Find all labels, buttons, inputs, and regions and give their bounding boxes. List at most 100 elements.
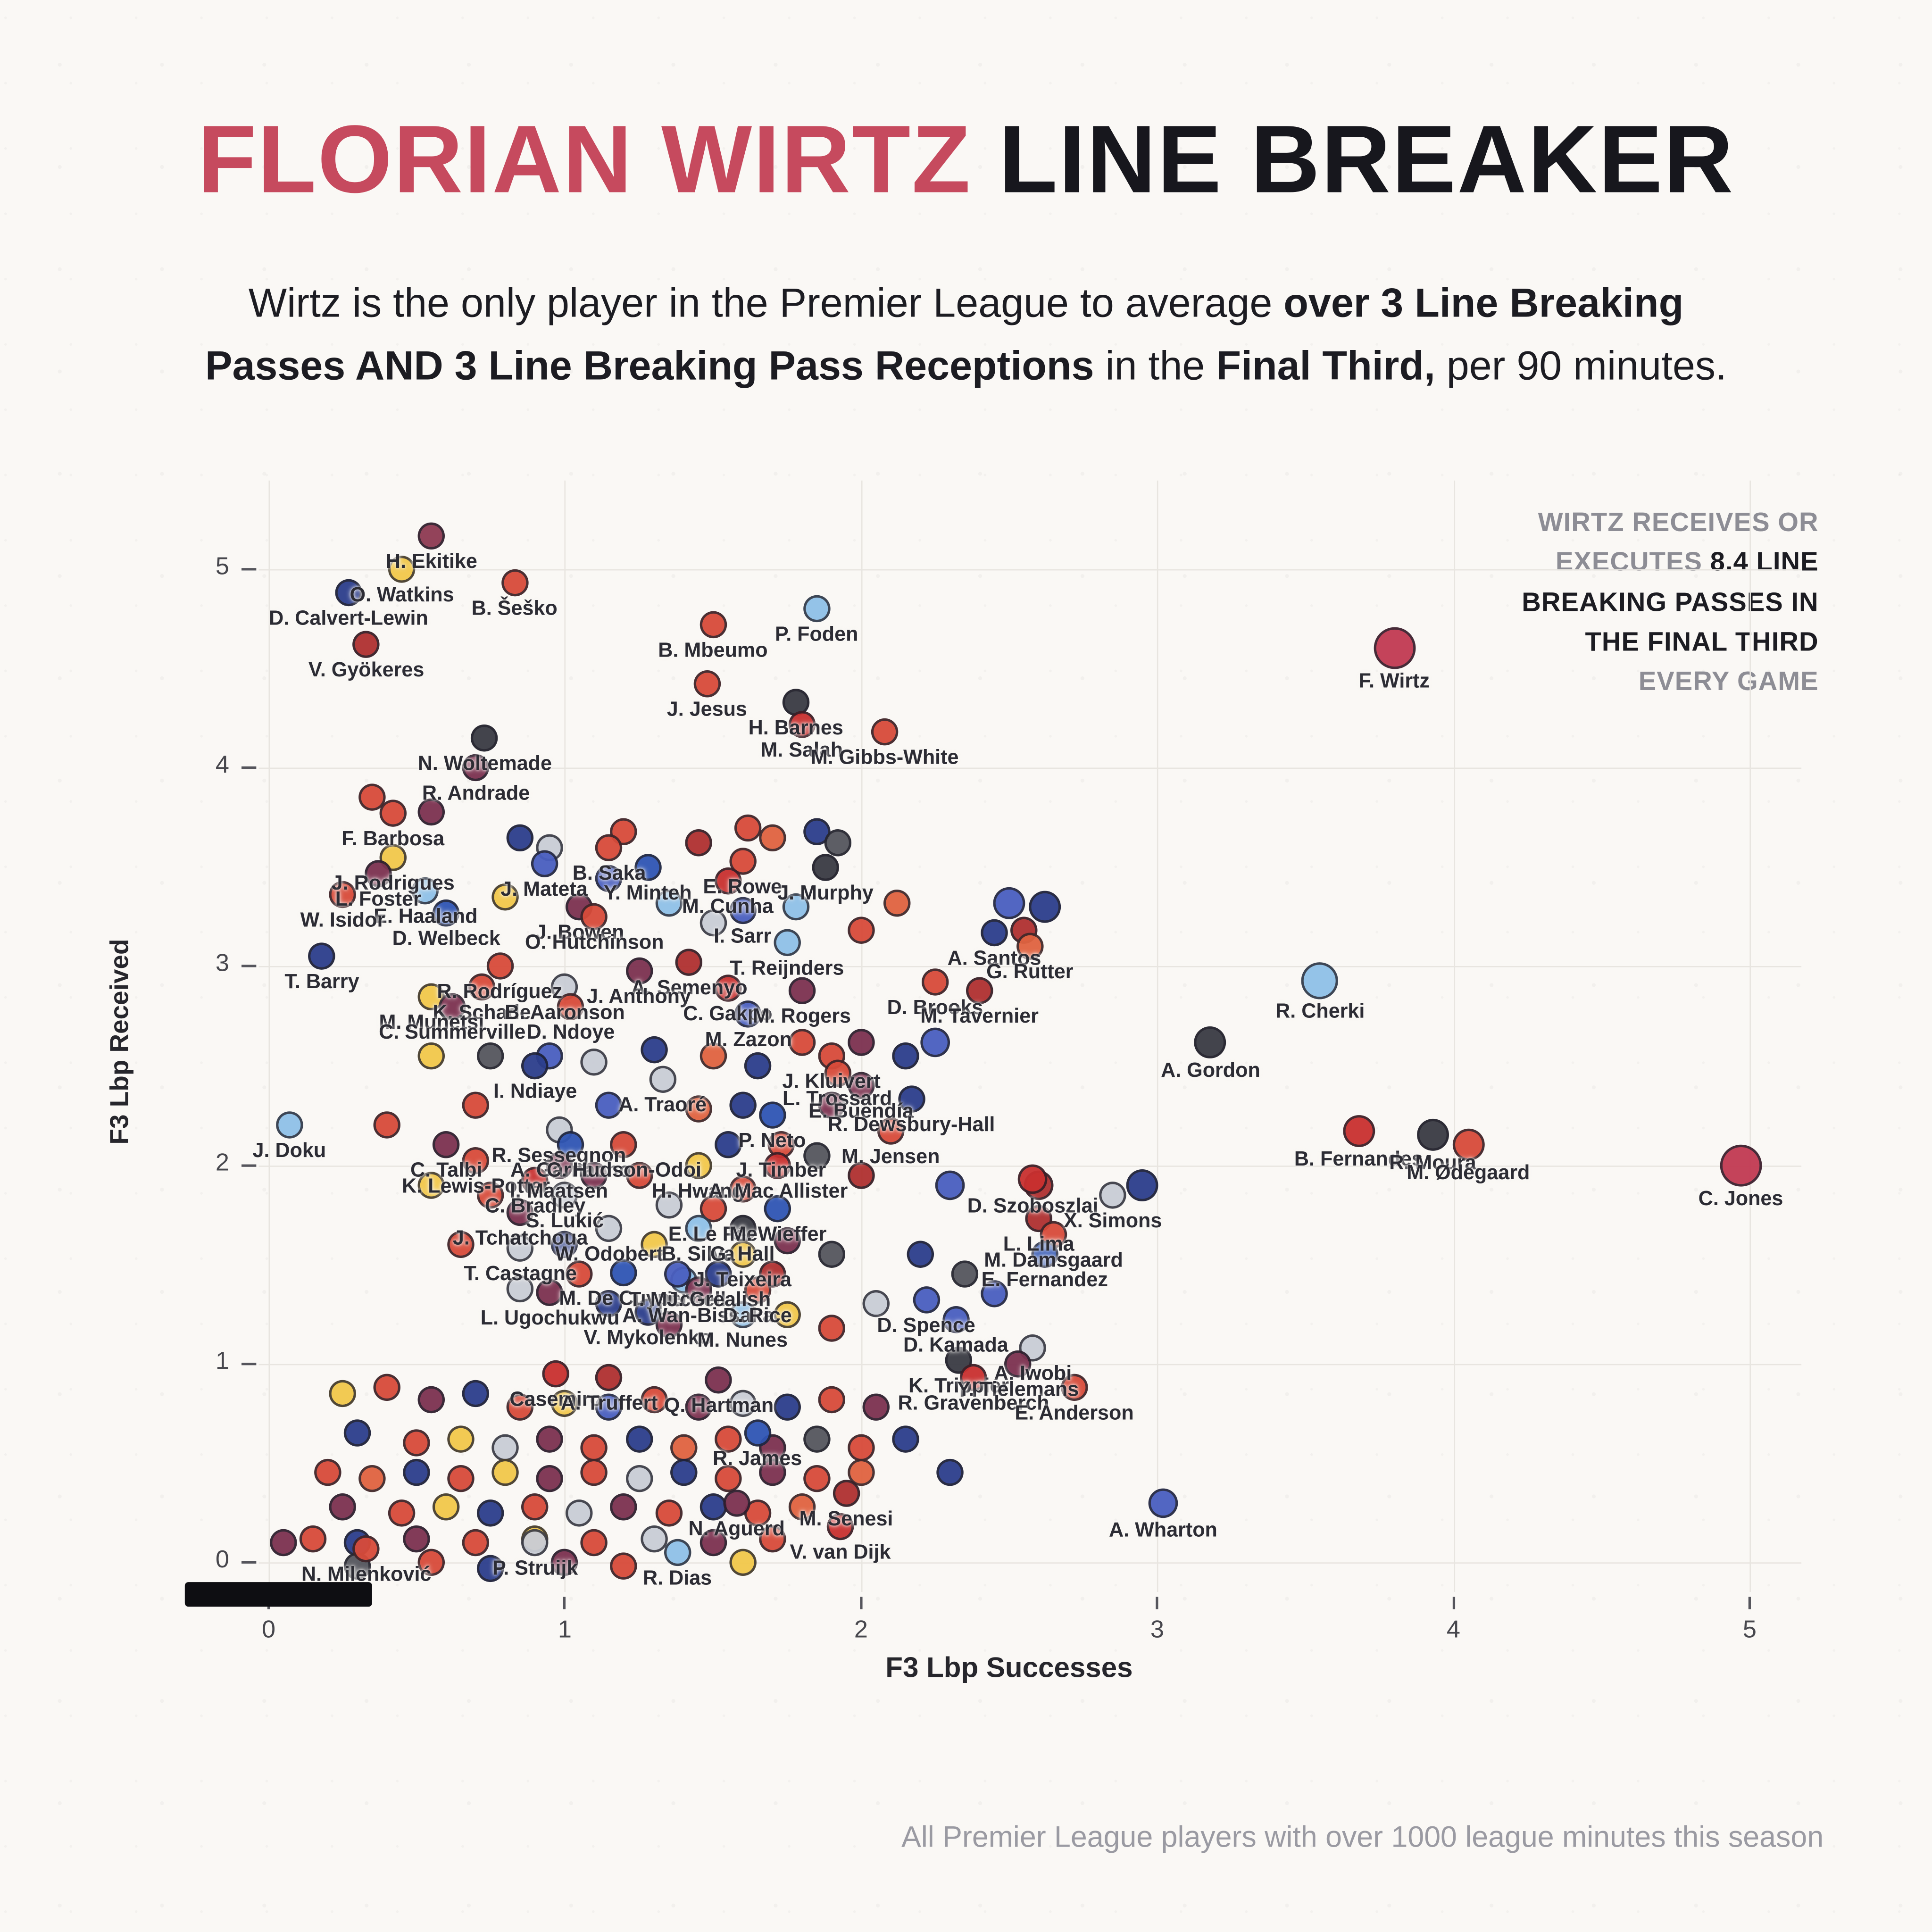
- y-tick-mark: [241, 1362, 257, 1365]
- player-point: [625, 957, 653, 984]
- scatter-dot: [344, 1419, 371, 1447]
- player-label: J. Anthony: [586, 985, 691, 1008]
- scatter-dot: [640, 1036, 667, 1064]
- player-label: X. Simons: [1063, 1209, 1162, 1232]
- scatter-dot: [803, 1465, 830, 1493]
- scatter-dot: [803, 1141, 830, 1169]
- player-point: [871, 718, 899, 746]
- scatter-dot: [521, 1493, 549, 1521]
- player-point: [557, 992, 584, 1020]
- player-label: A. Mac Allister: [708, 1180, 848, 1202]
- scatter-dot: [817, 1314, 845, 1342]
- player-label: R. James: [712, 1448, 802, 1470]
- y-tick-label: 2: [215, 1149, 229, 1176]
- x-gridline: [1157, 480, 1158, 1592]
- player-label: M. Munetsi: [379, 1011, 484, 1033]
- x-tick-label: 5: [1742, 1616, 1757, 1644]
- y-tick-label: 5: [215, 553, 229, 581]
- y-tick-mark: [241, 568, 257, 571]
- player-label: T. Barry: [284, 971, 359, 994]
- player-point: [824, 1060, 851, 1088]
- scatter-dot: [729, 1390, 756, 1417]
- player-point: [743, 1276, 771, 1304]
- player-point: [1194, 1026, 1227, 1058]
- player-label: J. Jesus: [666, 699, 747, 722]
- scatter-dot: [447, 1231, 475, 1258]
- brand-bar: [184, 1582, 372, 1607]
- player-label: R. Dias: [643, 1567, 712, 1590]
- player-label: P. Neto: [738, 1130, 806, 1153]
- player-label: L. Ugochukwu: [480, 1307, 620, 1329]
- scatter-dot: [735, 814, 762, 841]
- player-point: [521, 1529, 549, 1556]
- scatter-dot: [993, 887, 1025, 919]
- player-label: R. Cherki: [1275, 1000, 1365, 1023]
- y-tick-label: 4: [215, 751, 229, 779]
- scatter-dot: [758, 824, 786, 851]
- scatter-dot: [758, 1525, 786, 1552]
- scatter-dot: [684, 830, 712, 857]
- player-point: [595, 1364, 623, 1391]
- scatter-dot: [447, 1425, 475, 1453]
- scatter-dot: [447, 1465, 475, 1493]
- scatter-dot: [640, 1525, 667, 1552]
- x-tick-mark: [563, 1597, 566, 1609]
- text-segment: in the: [1094, 342, 1216, 389]
- y-tick-mark: [241, 1561, 257, 1564]
- player-label: D. Welbeck: [392, 927, 500, 950]
- player-label: M. Jensen: [841, 1146, 940, 1168]
- player-label: J. Kluivert: [782, 1070, 881, 1093]
- player-label: Y. Tielemans: [957, 1378, 1079, 1401]
- player-label: L. Foster: [335, 888, 421, 910]
- scatter-dot: [462, 1380, 490, 1407]
- player-point: [966, 976, 993, 1004]
- player-label: J. Murphy: [777, 882, 874, 904]
- player-label: T. Castagne: [464, 1263, 577, 1286]
- scatter-dot: [714, 1132, 741, 1159]
- player-label: H. Barnes: [748, 717, 843, 740]
- scatter-dot: [373, 1374, 401, 1401]
- y-tick-label: 1: [215, 1348, 229, 1375]
- player-label: M. Ødegaard: [1407, 1162, 1530, 1185]
- player-label: K. Lewis-Potter: [402, 1176, 550, 1199]
- scatter-dot: [817, 1092, 845, 1119]
- scatter-dot: [640, 1231, 667, 1258]
- player-point: [743, 1419, 771, 1447]
- player-label: Casemiro: [509, 1388, 602, 1411]
- player-point: [729, 1241, 756, 1268]
- scatter-dot: [655, 1499, 682, 1526]
- y-tick-mark: [241, 766, 257, 769]
- y-gridline: [258, 767, 1802, 769]
- x-tick-label: 0: [261, 1616, 275, 1644]
- player-label: A. Wharton: [1109, 1518, 1217, 1541]
- player-point: [705, 1366, 733, 1393]
- player-point: [788, 976, 816, 1004]
- y-tick-mark: [241, 965, 257, 968]
- player-label: B. Aaronson: [505, 1001, 625, 1024]
- player-label: J. Tchatchoua: [452, 1227, 588, 1250]
- player-point: [365, 859, 392, 887]
- player-label: D. Kamada: [903, 1334, 1008, 1357]
- player-label: A. Iwobi: [994, 1362, 1072, 1385]
- y-tick-mark: [241, 1164, 257, 1166]
- player-label: A. Wan-Bissaka: [622, 1305, 774, 1327]
- player-point: [942, 1306, 970, 1334]
- x-tick-mark: [1156, 1597, 1158, 1609]
- subtitle: Wirtz is the only player in the Premier …: [128, 271, 1804, 397]
- scatter-dot: [388, 1499, 416, 1526]
- scatter-dot: [669, 1433, 697, 1461]
- scatter-dot: [418, 1386, 445, 1413]
- scatter-dot: [936, 1459, 964, 1487]
- scatter-dot: [477, 1555, 505, 1582]
- scatter-dot: [640, 1386, 667, 1413]
- scatter-dot: [581, 1161, 608, 1189]
- player-point: [329, 881, 357, 909]
- scatter-dot: [699, 909, 727, 937]
- player-label: M. Rogers: [752, 1005, 851, 1027]
- player-point: [275, 1112, 303, 1139]
- player-point: [1373, 627, 1416, 670]
- scatter-dot: [418, 798, 445, 825]
- title-rest: LINE BREAKER: [999, 105, 1735, 213]
- player-label: I. Sarr: [714, 925, 772, 948]
